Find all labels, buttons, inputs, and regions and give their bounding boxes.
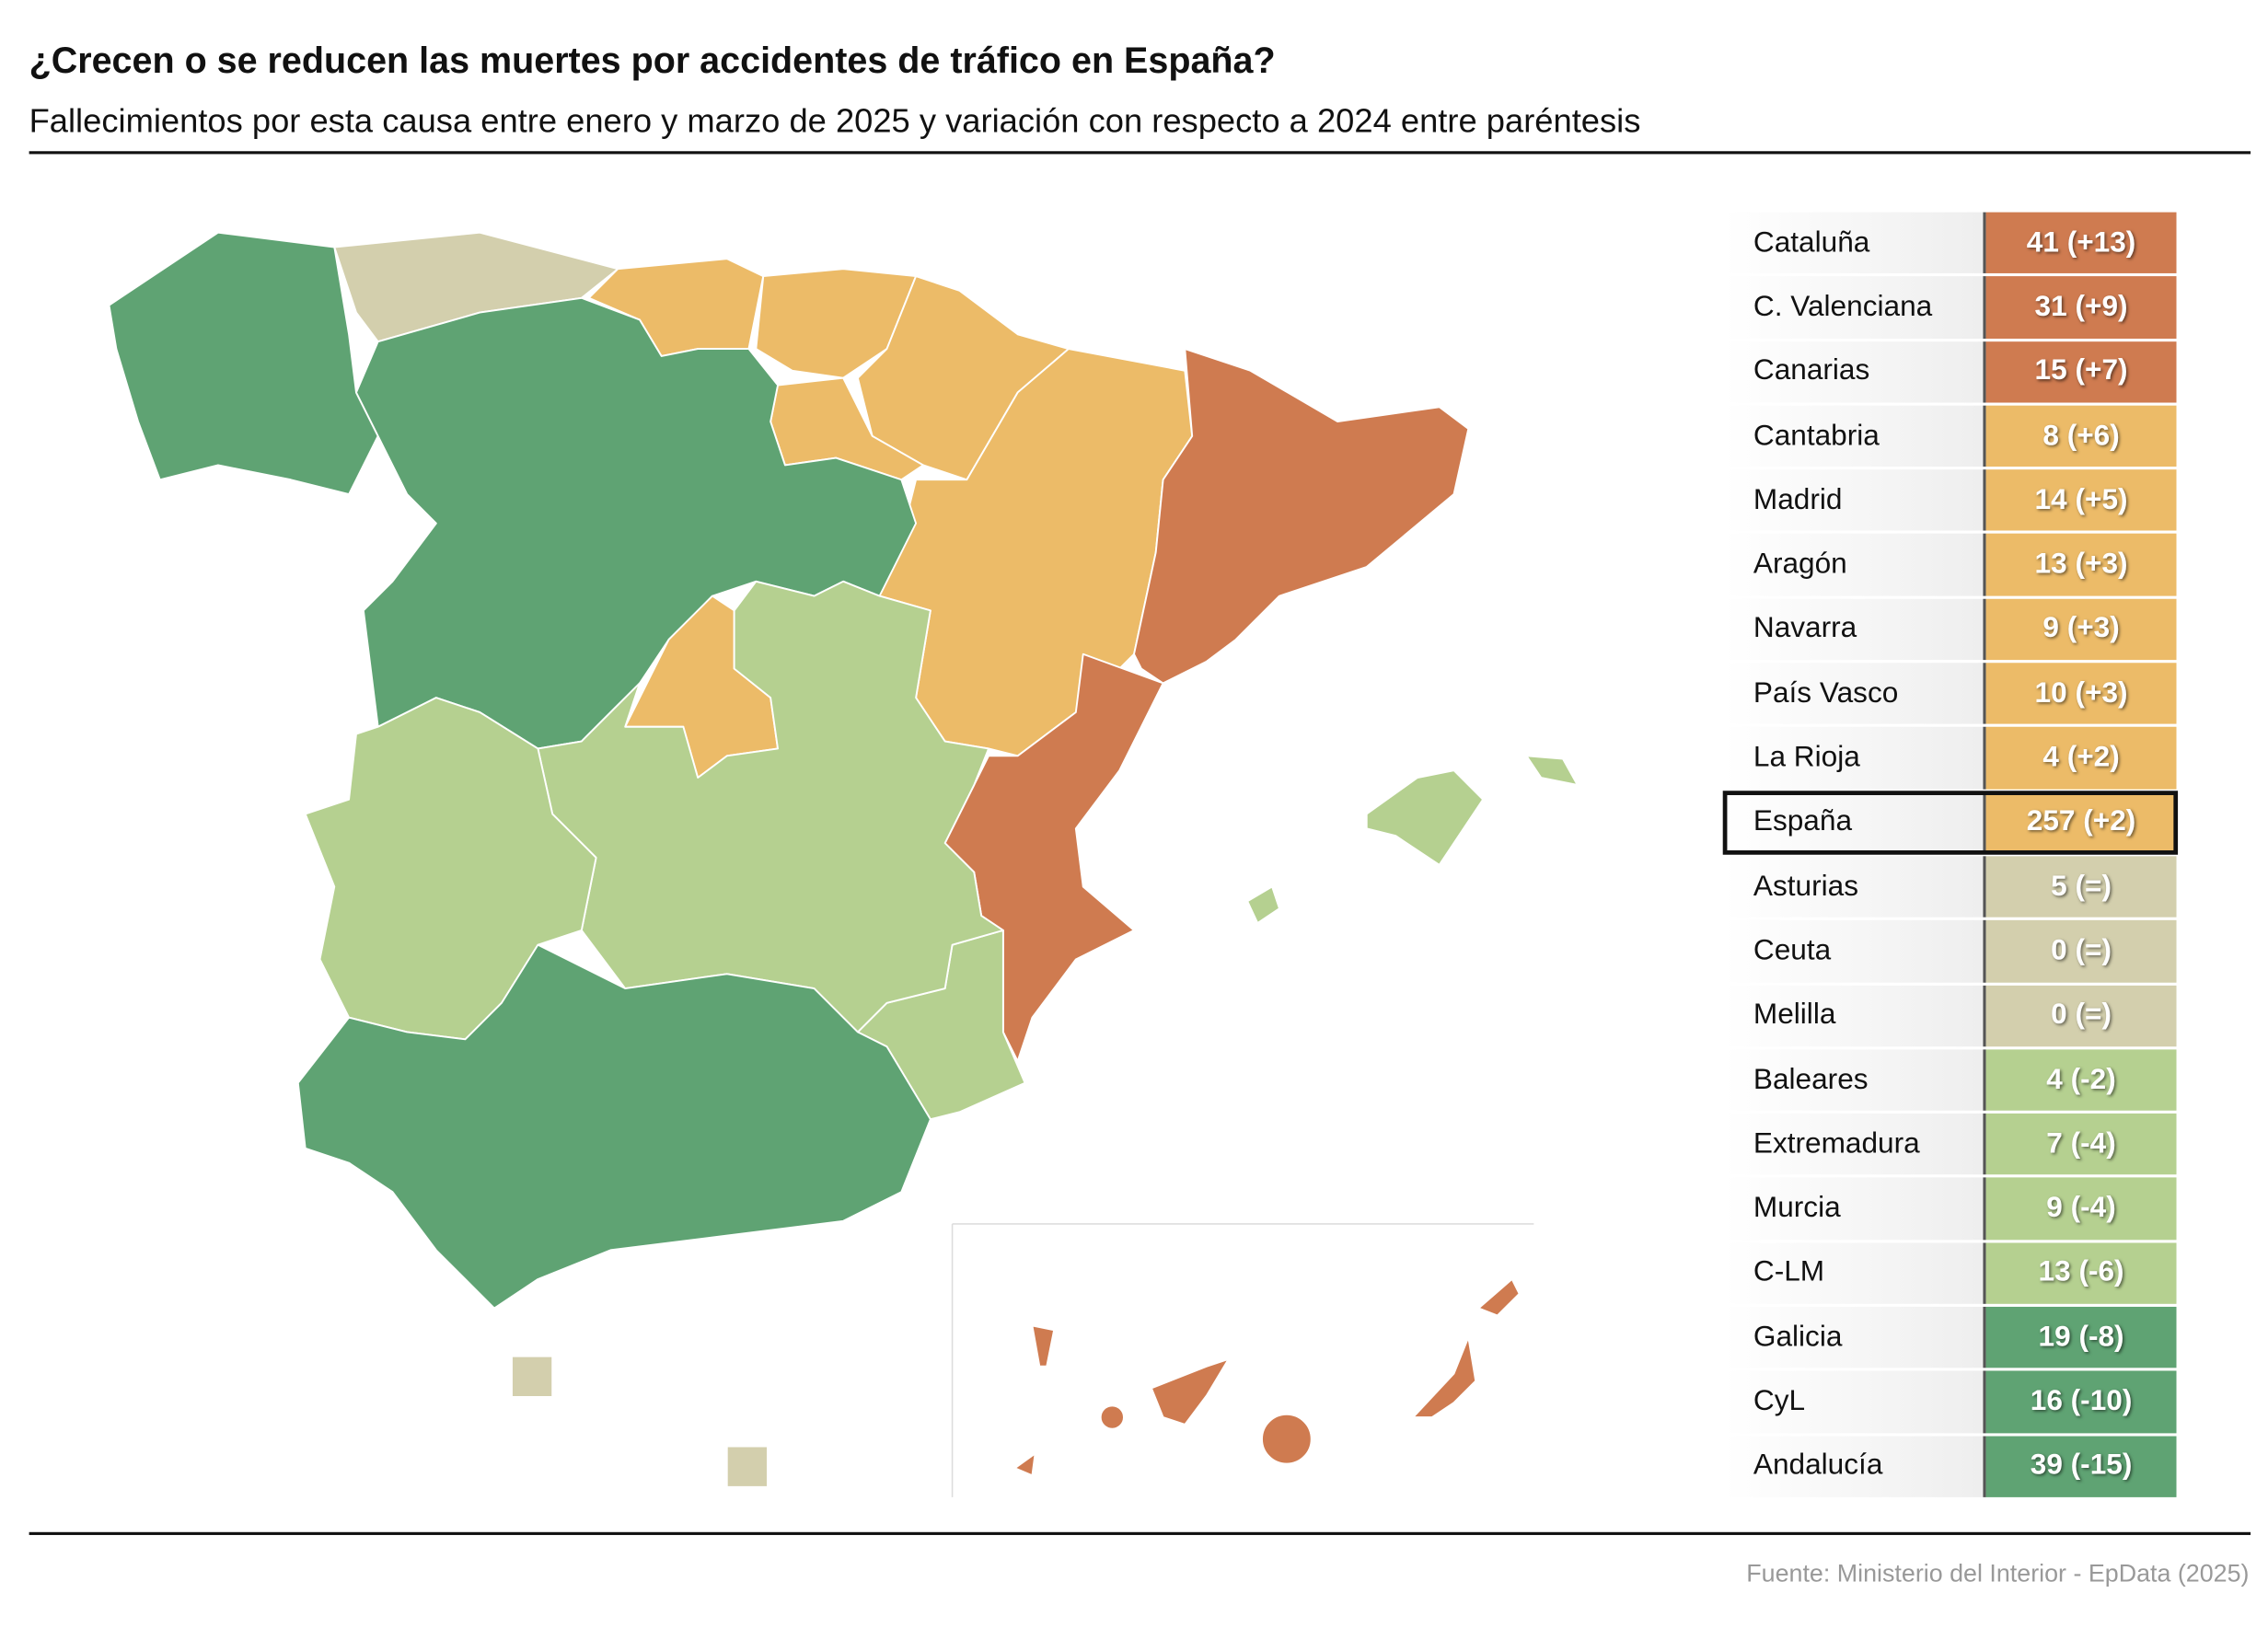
chart-title: ¿Crecen o se reducen las muertes por acc… — [29, 40, 1276, 82]
region-value: 0 (=) — [1985, 985, 2177, 1047]
table-row: Canarias 15 (+7) — [1724, 341, 2177, 403]
region-name: Melilla — [1724, 985, 1986, 1047]
table-row: Cantabria 8 (+6) — [1724, 405, 2177, 468]
region-name: Canarias — [1724, 341, 1986, 403]
table-row: La Rioja 4 (+2) — [1724, 727, 2177, 790]
region-pais-vasco — [755, 268, 918, 379]
bottom-divider — [29, 1531, 2251, 1535]
region-value: 15 (+7) — [1985, 341, 2177, 403]
region-value: 4 (-2) — [1985, 1049, 2177, 1111]
region-name: Baleares — [1724, 1049, 1986, 1111]
table-row: Ceuta 0 (=) — [1724, 920, 2177, 983]
region-galicia — [108, 231, 379, 495]
table-row: Murcia 9 (-4) — [1724, 1178, 2177, 1240]
region-name: CyL — [1724, 1371, 1986, 1433]
region-cataluna — [1133, 348, 1470, 685]
region-name: Andalucía — [1724, 1435, 1986, 1497]
region-name: España — [1724, 791, 1986, 854]
table-row: C. Valenciana 31 (+9) — [1724, 276, 2177, 339]
table-row: Extremadura 7 (-4) — [1724, 1114, 2177, 1175]
region-andalucia — [296, 943, 932, 1310]
region-name: C. Valenciana — [1724, 276, 1986, 339]
source-note: Fuente: Ministerio del Interior - EpData… — [1746, 1559, 2250, 1588]
canarias-inset — [951, 1223, 1534, 1497]
region-value: 0 (=) — [1985, 920, 2177, 983]
region-name: Galicia — [1724, 1307, 1986, 1368]
region-value: 31 (+9) — [1985, 276, 2177, 339]
region-name: Madrid — [1724, 469, 1986, 532]
region-name: Navarra — [1724, 598, 1986, 661]
region-value: 16 (-10) — [1985, 1371, 2177, 1433]
region-value: 9 (-4) — [1985, 1178, 2177, 1240]
table-row: Madrid 14 (+5) — [1724, 469, 2177, 532]
table-row: Aragón 13 (+3) — [1724, 534, 2177, 596]
data-table: Cataluña 41 (+13) C. Valenciana 31 (+9) Cana… — [1722, 212, 2179, 1500]
island-ibiza — [1246, 885, 1280, 924]
region-value: 13 (-6) — [1985, 1242, 2177, 1304]
table-row: Navarra 9 (+3) — [1724, 598, 2177, 661]
island-lanzarote — [1477, 1278, 1521, 1317]
region-value: 19 (-8) — [1985, 1307, 2177, 1368]
region-name: Aragón — [1724, 534, 1986, 596]
region-value: 39 (-15) — [1985, 1435, 2177, 1497]
region-value: 7 (-4) — [1985, 1114, 2177, 1175]
table-row: Asturias 5 (=) — [1724, 856, 2177, 918]
island-fuerteventura — [1412, 1336, 1477, 1418]
region-ceuta — [511, 1355, 554, 1398]
region-value: 13 (+3) — [1985, 534, 2177, 596]
island-la-gomera — [1099, 1404, 1125, 1430]
region-name: C-LM — [1724, 1242, 1986, 1304]
region-name: Murcia — [1724, 1178, 1986, 1240]
table-row: C-LM 13 (-6) — [1724, 1242, 2177, 1304]
island-tenerife — [1151, 1357, 1230, 1426]
table-row: Galicia 19 (-8) — [1724, 1307, 2177, 1368]
region-melilla — [725, 1445, 769, 1488]
island-mallorca — [1365, 769, 1485, 866]
region-canarias — [1013, 1278, 1521, 1477]
region-name: Cataluña — [1724, 212, 1986, 274]
table-row: Cataluña 41 (+13) — [1724, 212, 2177, 274]
region-value: 41 (+13) — [1985, 212, 2177, 274]
region-name: Extremadura — [1724, 1114, 1986, 1175]
table-row: Andalucía 39 (-15) — [1724, 1435, 2177, 1497]
region-value: 14 (+5) — [1985, 469, 2177, 532]
chart-subtitle: Fallecimientos por esta causa entre ener… — [29, 101, 1641, 140]
region-value: 257 (+2) — [1985, 791, 2177, 854]
table-row: País Vasco 10 (+3) — [1724, 663, 2177, 725]
region-value: 4 (+2) — [1985, 727, 2177, 790]
region-baleares — [1246, 755, 1579, 924]
region-value: 9 (+3) — [1985, 598, 2177, 661]
top-divider — [29, 151, 2251, 155]
table-row: CyL 16 (-10) — [1724, 1371, 2177, 1433]
table-row: Baleares 4 (-2) — [1724, 1049, 2177, 1111]
region-name: Ceuta — [1724, 920, 1986, 983]
island-el-hierro — [1013, 1452, 1036, 1477]
region-name: Asturias — [1724, 856, 1986, 918]
spain-map — [108, 231, 1579, 1497]
region-value: 10 (+3) — [1985, 663, 2177, 725]
region-name: Cantabria — [1724, 405, 1986, 468]
island-menorca — [1525, 755, 1579, 786]
region-name: País Vasco — [1724, 663, 1986, 725]
table-row-total: España 257 (+2) — [1722, 790, 2179, 855]
region-value: 8 (+6) — [1985, 405, 2177, 468]
island-la-palma — [1031, 1324, 1056, 1368]
island-gran-canaria — [1261, 1413, 1313, 1465]
region-value: 5 (=) — [1985, 856, 2177, 918]
region-name: La Rioja — [1724, 727, 1986, 790]
table-row: Melilla 0 (=) — [1724, 985, 2177, 1047]
